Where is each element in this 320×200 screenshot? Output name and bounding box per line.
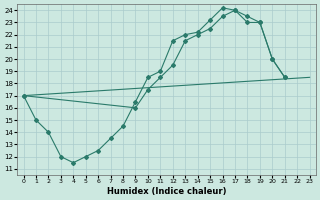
X-axis label: Humidex (Indice chaleur): Humidex (Indice chaleur): [107, 187, 226, 196]
